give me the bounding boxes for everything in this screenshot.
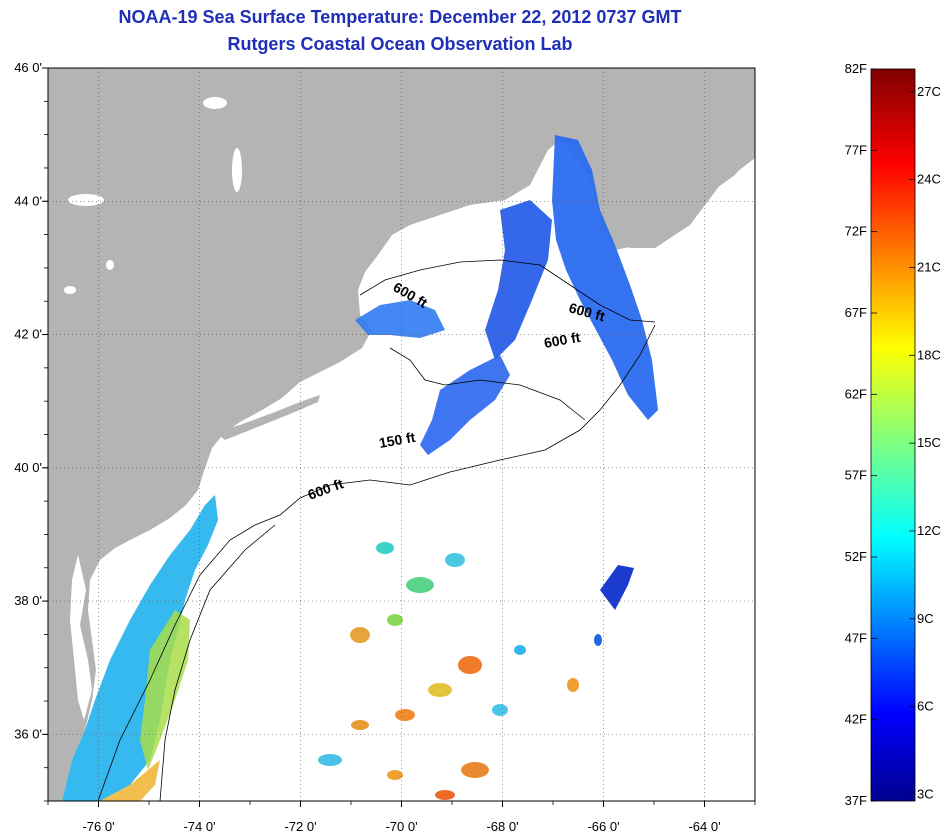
colorbar-f-label: 57F bbox=[845, 468, 867, 483]
map-subtitle: Rutgers Coastal Ocean Observation Lab bbox=[227, 34, 573, 54]
sst-patch-georges bbox=[420, 355, 510, 455]
map-title: NOAA-19 Sea Surface Temperature: Decembe… bbox=[118, 7, 682, 27]
delaware-bay bbox=[100, 552, 118, 590]
lake bbox=[232, 148, 242, 192]
colorbar-c-label: 15C bbox=[917, 435, 941, 450]
lake bbox=[64, 286, 76, 294]
colorbar-c-label: 21C bbox=[917, 259, 941, 274]
colorbar-labels: 82F 77F 72F 67F 62F 57F 52F 47F 42F 37F 27C 24C 21C 1… bbox=[845, 61, 941, 808]
lake bbox=[203, 97, 227, 109]
long-island bbox=[215, 395, 320, 440]
colorbar-c-label: 24C bbox=[917, 172, 941, 187]
colorbar-c-label: 9C bbox=[917, 611, 934, 626]
colorbar-f-label: 47F bbox=[845, 630, 867, 645]
colorbar-c-label: 18C bbox=[917, 347, 941, 362]
colorbar-c-label: 27C bbox=[917, 84, 941, 99]
lat-tick-label: 40 0' bbox=[14, 460, 42, 475]
lat-tick-label: 36 0' bbox=[14, 726, 42, 741]
colorbar-f-label: 42F bbox=[845, 712, 867, 727]
sst-patch-mid-atlantic bbox=[62, 495, 218, 801]
sst-patch-cape-hatteras bbox=[100, 760, 160, 801]
colorbar-f-label: 82F bbox=[845, 61, 867, 76]
colorbar-f-label: 67F bbox=[845, 305, 867, 320]
lake bbox=[68, 194, 104, 206]
lon-tick-label: -76 0' bbox=[82, 819, 114, 834]
lat-tick-label: 44 0' bbox=[14, 193, 42, 208]
lon-tick-label: -66 0' bbox=[587, 819, 619, 834]
nova-scotia bbox=[590, 95, 755, 250]
lon-tick-label: -72 0' bbox=[284, 819, 316, 834]
colorbar: 82F 77F 72F 67F 62F 57F 52F 47F 42F 37F 27C 24C 21C 1… bbox=[845, 61, 941, 808]
sst-patch-warm-shelf bbox=[140, 610, 190, 770]
colorbar-f-label: 77F bbox=[845, 142, 867, 157]
sst-data bbox=[62, 135, 658, 801]
colorbar-c-label: 3C bbox=[917, 786, 934, 801]
colorbar-f-label: 52F bbox=[845, 549, 867, 564]
isobath-label: 150 ft bbox=[378, 429, 417, 451]
lon-tick-label: -74 0' bbox=[183, 819, 215, 834]
isobaths bbox=[97, 259, 656, 801]
colorbar-f-label: 62F bbox=[845, 386, 867, 401]
lake bbox=[106, 260, 114, 270]
colorbar-c-label: 6C bbox=[917, 699, 934, 714]
sst-patch-maine-shelf bbox=[485, 200, 552, 360]
lat-tick-label: 42 0' bbox=[14, 327, 42, 342]
lat-tick-label: 46 0' bbox=[14, 60, 42, 75]
offshore-patches bbox=[318, 542, 634, 800]
colorbar-gradient bbox=[870, 68, 916, 802]
lon-tick-label: -70 0' bbox=[385, 819, 417, 834]
sst-patch-gulf-of-maine bbox=[552, 135, 658, 420]
colorbar-f-label: 37F bbox=[845, 793, 867, 808]
chesapeake-bay bbox=[70, 555, 92, 720]
lon-tick-label: -64 0' bbox=[688, 819, 720, 834]
land-mass bbox=[48, 68, 755, 801]
colorbar-f-label: 72F bbox=[845, 224, 867, 239]
lat-tick-label: 38 0' bbox=[14, 593, 42, 608]
lon-tick-label: -68 0' bbox=[486, 819, 518, 834]
sst-patch-massachusetts bbox=[355, 300, 445, 338]
colorbar-c-label: 12C bbox=[917, 523, 941, 538]
axis-ticks: -76 0' -74 0' -72 0' -70 0' -68 0' -66 0' -64 … bbox=[14, 60, 756, 834]
